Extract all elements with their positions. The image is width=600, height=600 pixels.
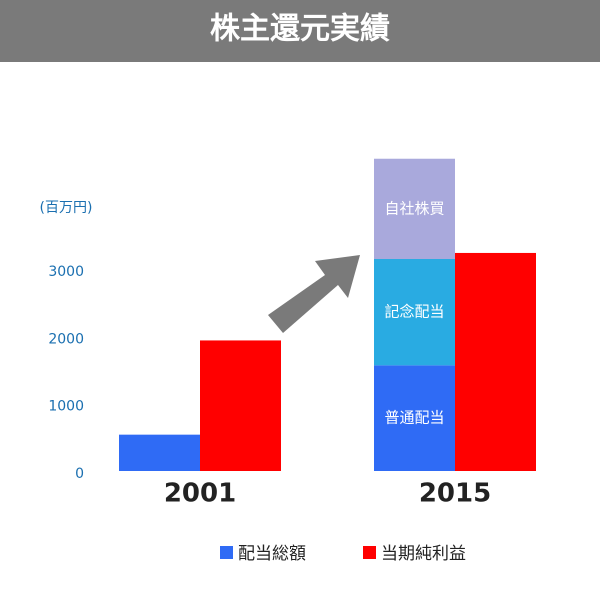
title-bar xyxy=(0,0,600,62)
segment-label: 普通配当 xyxy=(384,409,444,427)
y-unit-label: (百万円) xyxy=(40,200,93,216)
legend-label: 配当総額 xyxy=(238,544,306,564)
bar xyxy=(200,340,281,471)
x-tick-label: 2015 xyxy=(419,479,491,509)
y-tick-label: 0 xyxy=(75,466,84,482)
bar xyxy=(119,434,200,471)
segment-label: 自社株買 xyxy=(384,199,444,217)
legend-label: 当期純利益 xyxy=(381,544,466,564)
stacked-segment xyxy=(374,259,455,366)
segment-label: 記念配当 xyxy=(384,303,444,321)
chart-title: 株主還元実績 xyxy=(210,12,390,47)
y-tick-label: 3000 xyxy=(48,264,84,280)
stacked-segment xyxy=(374,158,455,260)
legend-swatch xyxy=(220,546,233,559)
y-tick-label: 2000 xyxy=(48,331,84,347)
legend-swatch xyxy=(363,546,376,559)
bar xyxy=(455,252,536,471)
y-tick-label: 1000 xyxy=(48,399,84,415)
x-tick-label: 2001 xyxy=(164,479,236,509)
arrow xyxy=(268,255,360,333)
bar xyxy=(374,365,455,471)
